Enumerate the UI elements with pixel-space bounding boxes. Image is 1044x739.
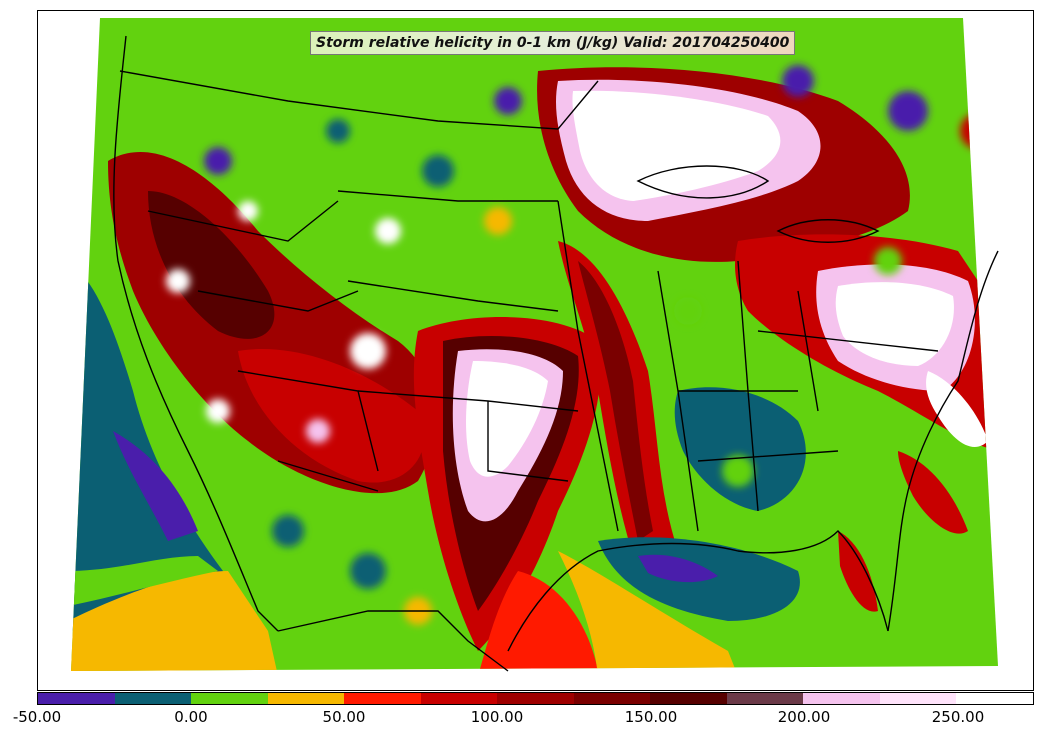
atlantic-white [926,371,988,447]
states-west [147,200,379,492]
colorbar-tick-label: 150.00 [624,708,678,726]
colorbar-tick-label: -50.00 [12,708,62,726]
map-frame: Storm relative helicity in 0-1 km (J/kg)… [37,10,1034,691]
colorbar-segment [497,693,574,704]
colorbar-segment [420,693,498,704]
pacific-low-region [71,261,238,631]
pacific-yellow-band [71,571,278,671]
southwest-red [238,349,425,483]
colorbar-tick-label: 50.00 [322,708,366,726]
colorbar-segment [573,693,651,704]
gulf-coast-outline [507,530,889,652]
map-borders [113,35,999,672]
gulf-yellow-plume [558,551,738,671]
gulf-very-low [638,554,718,583]
colorbar-segment [267,693,345,704]
great-lakes-outline [636,165,880,243]
canada-us-border [119,70,599,130]
atlantic-red-plume [898,451,968,534]
florida-red [838,531,878,612]
northern-white-region [572,90,781,201]
colorbar-segment [344,693,421,704]
mississippi-maroon-band [578,261,653,541]
states-east [557,200,939,532]
colorbar-segment [726,693,804,704]
northeast-white [835,282,954,366]
colorbar-segment [879,693,957,704]
east-coast-outline [887,250,999,632]
colorbar-tick-label: 100.00 [470,708,524,726]
colorbar-tick-label: 0.00 [174,708,208,726]
colorbar-segment [38,693,115,704]
plains-white-core [466,361,548,477]
southeast-low-region [674,387,806,511]
colorbar-segment [114,693,192,704]
west-coast-outline [113,35,279,632]
colorbar-segment [803,693,880,704]
helicity-map [71,18,999,672]
states-plains [337,190,579,482]
colorbar [37,692,1034,705]
colorbar-segment [191,693,268,704]
pacific-green-band [71,556,218,606]
colorbar-segment [650,693,727,704]
colorbar-tick-label: 250.00 [931,708,985,726]
colorbar-segment [956,693,1033,704]
colorbar-tick-label: 200.00 [777,708,831,726]
pacific-very-low-region [113,431,198,541]
map-title: Storm relative helicity in 0-1 km (J/kg)… [310,31,796,55]
us-mexico-border [277,610,509,672]
west-maroon-core [148,191,275,339]
